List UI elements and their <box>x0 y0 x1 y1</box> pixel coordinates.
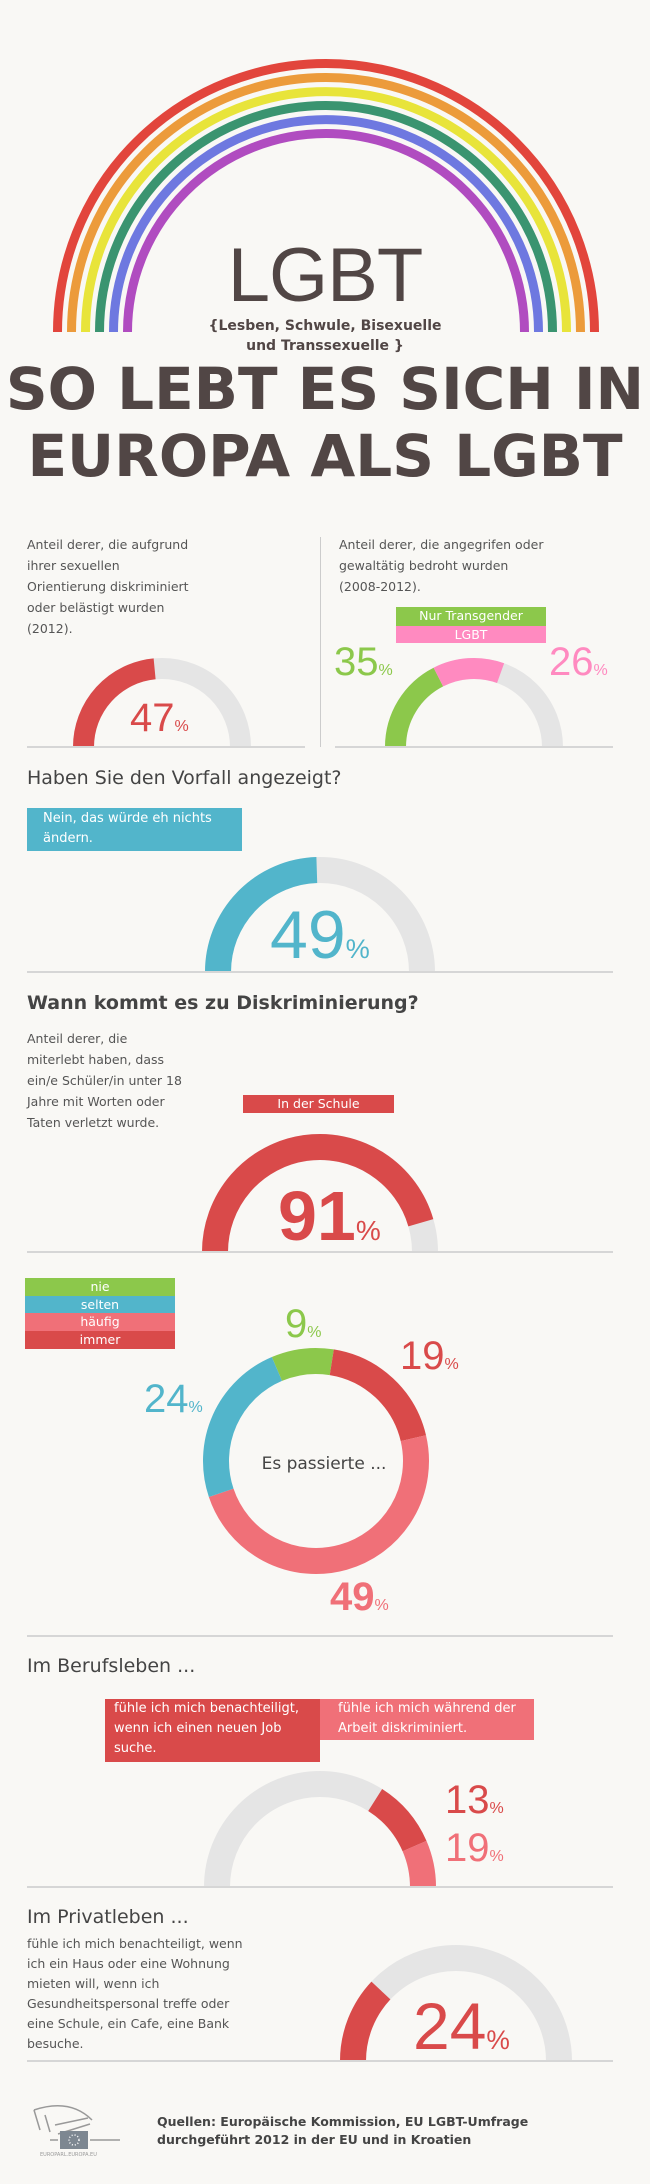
rainbow-stripe <box>81 87 571 333</box>
page-title: SO LEBT ES SICH IN EUROPA ALS LGBT <box>0 356 650 490</box>
subtitle-line: {Lesben, Schwule, Bisexuelle <box>208 318 442 334</box>
value-13: 13% <box>445 1778 504 1822</box>
value-selten: 24% <box>144 1377 203 1421</box>
value-49: 49% <box>270 897 370 973</box>
s1-right-text: Anteil derer, die angegrifen oder gewaltä… <box>339 537 544 594</box>
heading-privatleben: Im Privatleben ... <box>27 1906 189 1928</box>
donut-segment-nie <box>271 1348 334 1382</box>
gauge-berufsleben-segment <box>402 1840 436 1888</box>
answer-box: Nein, das würde eh nichts ändern. <box>27 808 242 851</box>
legend-lgbt: LGBT <box>396 626 546 643</box>
rainbow-stripe <box>109 115 543 333</box>
divider <box>27 971 613 973</box>
value-immer: 19% <box>400 1334 459 1378</box>
donut-segment-immer <box>329 1349 427 1442</box>
legend-selten: selten <box>25 1296 175 1313</box>
europarl-logo-text: EUROPARL.EUROPA.EU <box>40 2152 97 2158</box>
value-haeufig: 49% <box>330 1575 389 1619</box>
divider <box>335 746 613 748</box>
donut-segment-häufig <box>208 1435 429 1574</box>
gauge-diskriminiert-segment <box>73 658 156 748</box>
s1-left-text: Anteil derer, die aufgrund ihrer sexuelle… <box>27 537 189 636</box>
value-47: 47% <box>130 696 189 740</box>
title-line: EUROPA ALS LGBT <box>27 422 623 490</box>
divider <box>27 1635 613 1637</box>
donut-legend: nie selten häufig immer <box>25 1278 175 1349</box>
lgbt-logo: LGBT <box>227 233 424 318</box>
rainbow-stripe <box>53 59 599 333</box>
divider <box>27 2060 613 2062</box>
value-19: 19% <box>445 1826 504 1870</box>
value-transgender: 35% <box>334 640 393 684</box>
rainbow-stripe <box>95 101 557 333</box>
legend-nur-transgender: Nur Transgender <box>396 607 546 626</box>
gauge-angegriffen-segment <box>385 667 444 748</box>
subtitle-line: und Transsexuelle } <box>246 338 404 354</box>
gauge-nicht-angezeigt-segment <box>205 857 318 973</box>
box-arbeit: fühle ich mich während der Arbeit diskrim… <box>320 1699 534 1740</box>
s3-text: Anteil derer, die miterlebt haben, dass ei… <box>27 1031 182 1130</box>
gauge-angegriffen-segment <box>433 658 505 687</box>
rainbow-stripe <box>67 73 585 333</box>
heading-berufsleben: Im Berufsleben ... <box>27 1655 196 1677</box>
value-91: 91% <box>278 1177 381 1255</box>
divider <box>27 746 305 748</box>
tag-schule: In der Schule <box>243 1095 394 1113</box>
value-nie: 9% <box>285 1302 322 1346</box>
value-24: 24% <box>413 1989 510 2063</box>
subtitle: {Lesben, Schwule, Bisexuelle und Transsex… <box>0 316 650 356</box>
title-line: SO LEBT ES SICH IN <box>5 355 645 423</box>
box-neuer-job: fühle ich mich benachteiligt, wenn ich ei… <box>105 1699 320 1762</box>
rainbow-graphic <box>53 59 599 333</box>
divider <box>27 1251 613 1253</box>
heading-diskriminierung: Wann kommt es zu Diskriminierung? <box>27 992 419 1014</box>
rainbow-stripe <box>123 129 529 333</box>
heading-vorfall: Haben Sie den Vorfall angezeigt? <box>27 767 342 789</box>
gauge-privatleben-segment <box>340 1981 391 2062</box>
value-lgbt: 26% <box>549 640 608 684</box>
divider <box>27 1886 613 1888</box>
europarl-logo <box>33 2105 120 2149</box>
source-note: Quellen: Europäische Kommission, EU LGBT… <box>157 2114 529 2147</box>
gauge-berufsleben-segment <box>367 1789 427 1852</box>
donut-segment-selten <box>203 1356 283 1497</box>
vertical-divider <box>320 537 321 747</box>
s6-text: fühle ich mich benachteiligt, wenn ich ei… <box>27 1936 243 2051</box>
legend-haeufig: häufig <box>25 1313 175 1331</box>
legend-nie: nie <box>25 1278 175 1296</box>
legend-immer: immer <box>25 1331 175 1349</box>
gauge-schule-segment <box>202 1134 434 1253</box>
donut-center-label: Es passierte ... <box>261 1454 387 1474</box>
